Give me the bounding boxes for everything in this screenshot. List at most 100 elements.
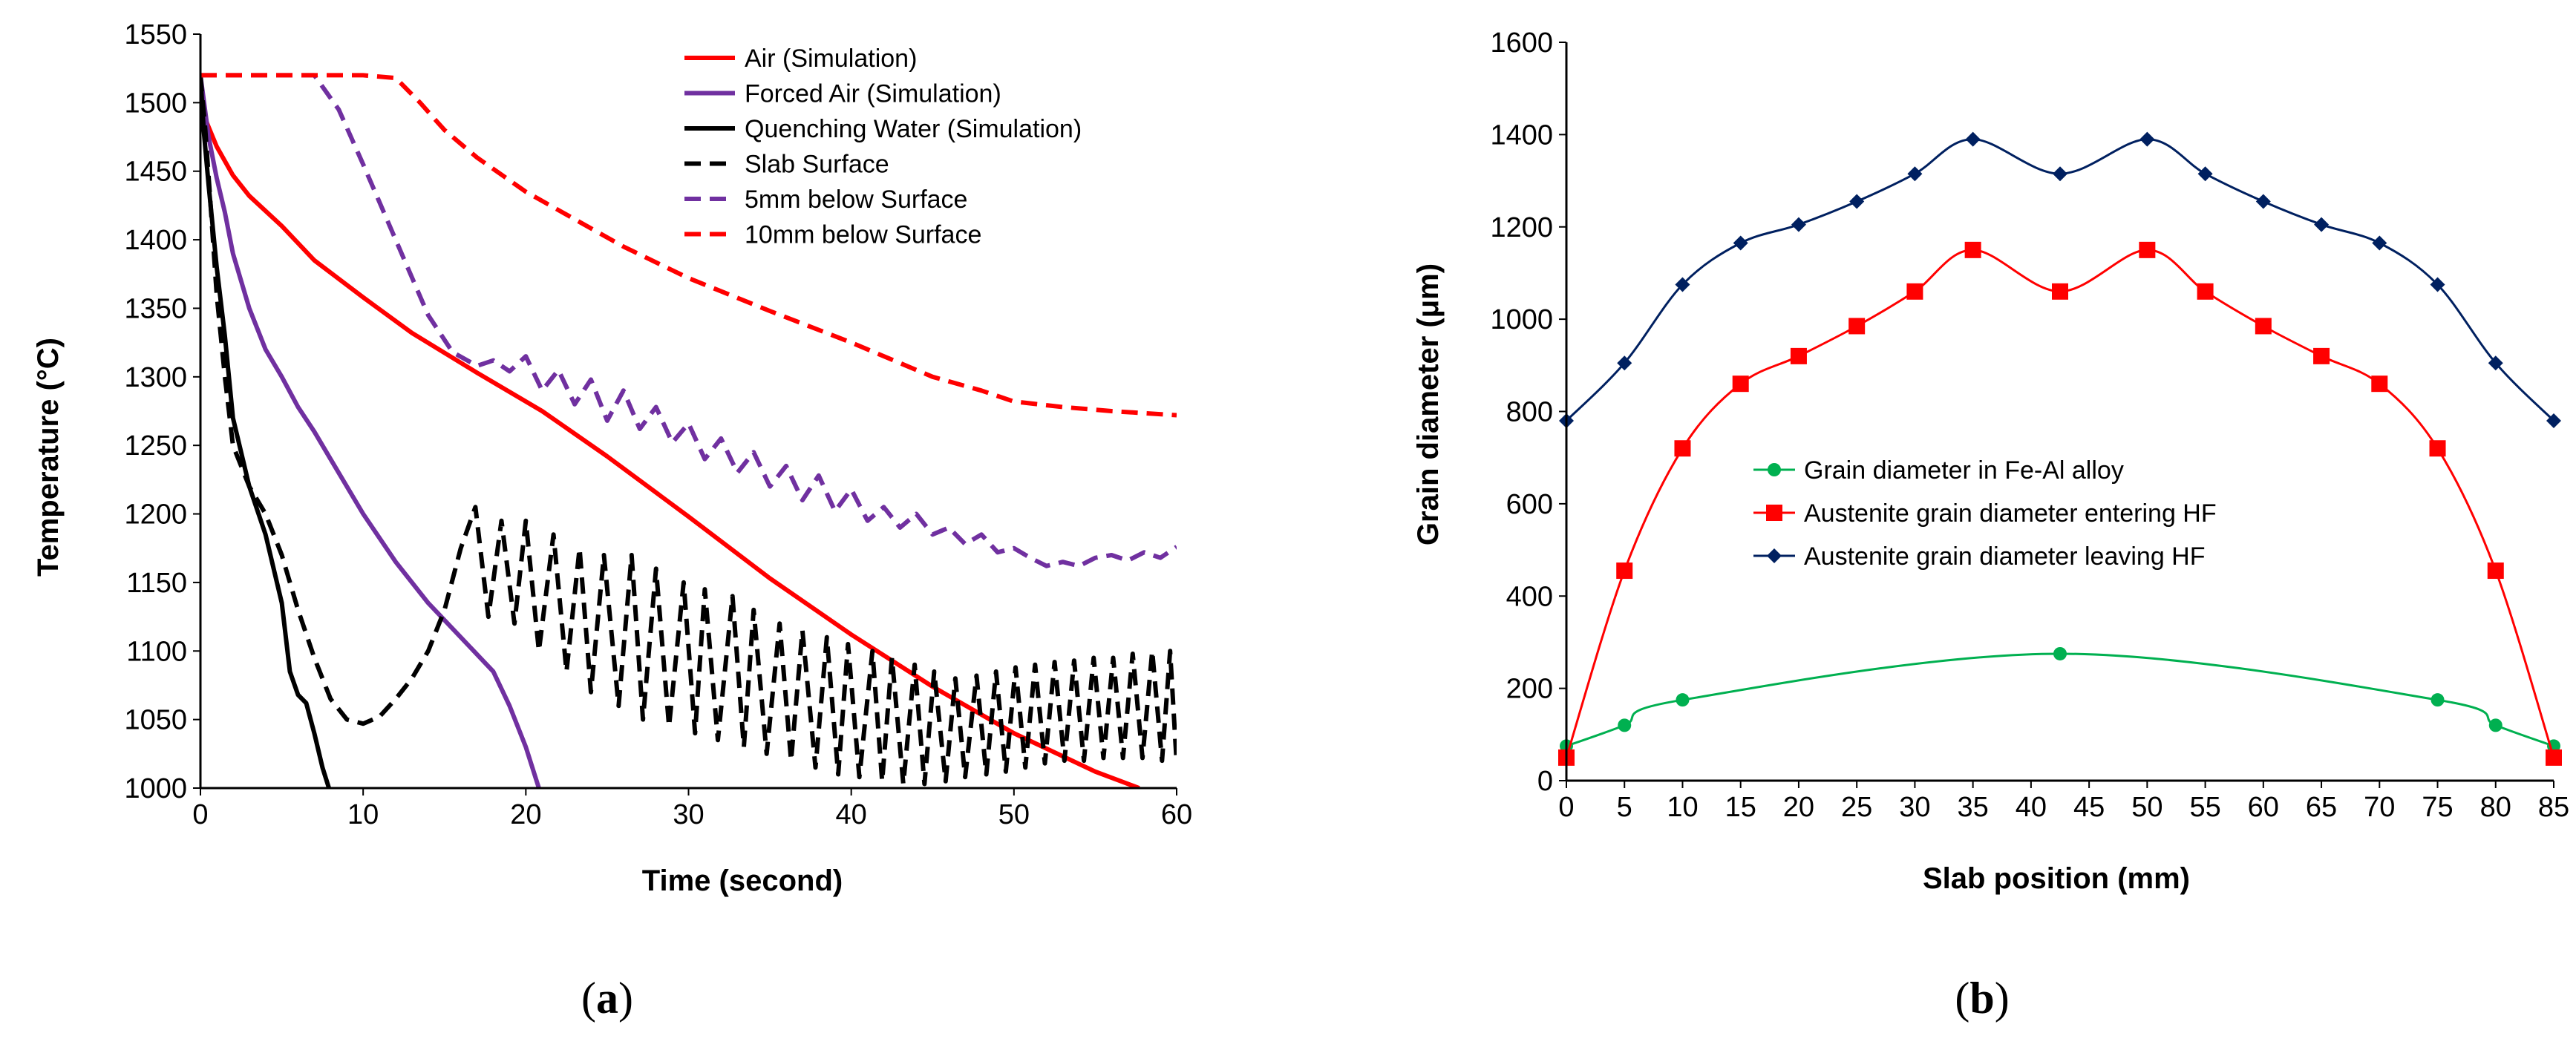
panel-b-y-tick-label-6: 1200 xyxy=(1490,212,1553,243)
panel-b-y-tick-label-0: 0 xyxy=(1537,766,1553,797)
panel-b-point-austenite-grain-diameter-entering-hf-1 xyxy=(1616,562,1633,580)
panel-b-point-austenite-grain-diameter-leaving-hf-12 xyxy=(2314,217,2330,232)
panel-b-point-austenite-grain-diameter-entering-hf-11 xyxy=(2255,318,2272,335)
panel-a-legend-item-forced-air-simulation: Forced Air (Simulation) xyxy=(684,80,1001,108)
panel-b-legend-label-austenite-grain-diameter-entering-hf: Austenite grain diameter entering HF xyxy=(1804,499,2217,528)
panel-b-point-austenite-grain-diameter-leaving-hf-5 xyxy=(1849,194,1865,209)
panel-b-legend: Grain diameter in Fe-Al alloy Austenite g… xyxy=(1753,456,2217,571)
panel-a-y-tick-label-7: 1350 xyxy=(124,293,187,324)
panel-a-y-tick-label-0: 1000 xyxy=(124,773,187,804)
panel-b-x-tick-label-15: 75 xyxy=(2422,792,2453,823)
panel-b-point-austenite-grain-diameter-leaving-hf-10 xyxy=(2197,166,2213,182)
panel-a-y-tick-label-5: 1250 xyxy=(124,430,187,462)
panel-b-point-austenite-grain-diameter-entering-hf-9 xyxy=(2139,241,2156,258)
panel-b-point-austenite-grain-diameter-leaving-hf-13 xyxy=(2372,235,2387,251)
panel-b-point-austenite-grain-diameter-leaving-hf-3 xyxy=(1733,235,1748,251)
panel-a-series-10mm-below-surface xyxy=(200,73,1177,418)
panel-a-y-axis-title: Temperature (°C) xyxy=(32,338,65,577)
panel-b-x-tick-label-8: 40 xyxy=(2016,792,2047,823)
panel-b-y-tick-label-7: 1400 xyxy=(1490,119,1553,151)
panel-b-point-austenite-grain-diameter-entering-hf-5 xyxy=(1848,318,1866,335)
panel-b-point-grain-diameter-in-fe-al-alloy-5 xyxy=(2488,718,2503,732)
panel-b-point-austenite-grain-diameter-leaving-hf-14 xyxy=(2430,277,2445,292)
panel-b-y-tick-label-5: 1000 xyxy=(1490,304,1553,335)
panel-b-x-tick-label-4: 20 xyxy=(1783,792,1814,823)
panel-b-legend-item-grain-diameter-in-fe-al-alloy: Grain diameter in Fe-Al alloy xyxy=(1753,456,2124,485)
panel-a-legend-label-5mm-below-surface: 5mm below Surface xyxy=(745,186,967,214)
panel-a-temperature-chart: 1000105011001150120012501300135014001450… xyxy=(32,19,1192,1023)
panel-b-point-austenite-grain-diameter-entering-hf-12 xyxy=(2313,347,2330,364)
panel-b-point-austenite-grain-diameter-leaving-hf-2 xyxy=(1675,277,1690,292)
panel-b-legend-item-austenite-grain-diameter-entering-hf: Austenite grain diameter entering HF xyxy=(1753,499,2217,528)
panel-a-ticks: 1000105011001150120012501300135014001450… xyxy=(124,19,1192,830)
panel-b-point-austenite-grain-diameter-leaving-hf-16 xyxy=(2546,413,2561,428)
panel-b-point-austenite-grain-diameter-entering-hf-7 xyxy=(1964,241,1981,258)
panel-a-legend: Air (Simulation) Forced Air (Simulation) Q… xyxy=(684,45,1082,249)
panel-b-legend-marker-grain-diameter-in-fe-al-alloy xyxy=(1768,463,1781,476)
panel-b-y-tick-label-8: 1600 xyxy=(1490,27,1553,59)
panel-b-x-tick-label-10: 50 xyxy=(2131,792,2163,823)
panel-a-legend-item-5mm-below-surface: 5mm below Surface xyxy=(684,186,967,214)
panel-b-y-tick-label-3: 600 xyxy=(1506,489,1553,520)
panel-b-x-tick-label-17: 85 xyxy=(2538,792,2569,823)
panel-a-y-tick-label-9: 1450 xyxy=(124,157,187,188)
panel-b-point-austenite-grain-diameter-leaving-hf-1 xyxy=(1617,355,1632,371)
panel-b-x-tick-label-3: 15 xyxy=(1725,792,1756,823)
panel-b-x-axis-title: Slab position (mm) xyxy=(1923,862,2190,895)
panel-b-series-austenite-grain-diameter-leaving-hf xyxy=(1559,131,2561,428)
panel-b-point-grain-diameter-in-fe-al-alloy-3 xyxy=(2053,646,2067,660)
panel-a-y-tick-label-11: 1550 xyxy=(124,19,187,50)
panel-b-x-tick-label-9: 45 xyxy=(2073,792,2105,823)
panel-b-y-axis-title: Grain diameter (μm) xyxy=(1412,263,1445,545)
panel-b-point-austenite-grain-diameter-leaving-hf-11 xyxy=(2255,194,2271,209)
panel-a-y-tick-label-1: 1050 xyxy=(124,705,187,736)
panel-b-grain-diameter-chart: 0 200 400 600 800 1000 1200 1400 1600 0 5 10 15 20 25 3… xyxy=(1412,27,2569,1023)
panel-b-point-austenite-grain-diameter-entering-hf-13 xyxy=(2371,375,2388,393)
panel-a-legend-item-slab-surface: Slab Surface xyxy=(684,151,889,179)
panel-b-point-austenite-grain-diameter-leaving-hf-9 xyxy=(2139,131,2155,147)
panel-b-x-tick-label-6: 30 xyxy=(1899,792,1930,823)
panel-a-series-forced-air-simulation xyxy=(200,75,541,788)
panel-b-x-tick-label-0: 0 xyxy=(1558,792,1574,823)
panel-b-point-austenite-grain-diameter-entering-hf-3 xyxy=(1732,375,1749,393)
panel-a-x-tick-label-3: 30 xyxy=(673,799,704,830)
panel-b-point-austenite-grain-diameter-entering-hf-2 xyxy=(1674,440,1691,457)
panel-a-legend-label-slab-surface: Slab Surface xyxy=(745,151,889,179)
panel-b-point-austenite-grain-diameter-entering-hf-6 xyxy=(1906,283,1923,300)
panel-a-line-10mm-below-surface xyxy=(200,73,1177,418)
panel-b-point-austenite-grain-diameter-leaving-hf-4 xyxy=(1791,217,1806,232)
panel-b-legend-marker-austenite-grain-diameter-entering-hf xyxy=(1766,505,1782,521)
panel-b-ticks: 0 200 400 600 800 1000 1200 1400 1600 0 5 10 15 20 25 3… xyxy=(1490,27,2569,823)
panel-a-label: (a) xyxy=(581,974,633,1023)
panel-b-x-tick-label-2: 10 xyxy=(1667,792,1698,823)
panel-a-x-tick-label-6: 60 xyxy=(1161,799,1192,830)
panel-a-label-letter: a xyxy=(596,974,618,1023)
panel-b-point-austenite-grain-diameter-entering-hf-8 xyxy=(2052,283,2068,300)
panel-b-point-austenite-grain-diameter-entering-hf-14 xyxy=(2429,440,2446,457)
panel-b-point-austenite-grain-diameter-leaving-hf-7 xyxy=(1965,131,1981,147)
panel-a-x-axis-title: Time (second) xyxy=(642,865,843,897)
panel-a-y-tick-label-4: 1200 xyxy=(124,499,187,531)
panel-a-x-tick-label-0: 0 xyxy=(192,799,208,830)
panel-a-series-layer xyxy=(200,73,1177,788)
panel-b-point-austenite-grain-diameter-leaving-hf-8 xyxy=(2053,166,2067,182)
panel-a-legend-item-air-simulation: Air (Simulation) xyxy=(684,45,917,73)
panel-b-point-austenite-grain-diameter-entering-hf-4 xyxy=(1790,347,1807,364)
panel-a-y-tick-label-3: 1150 xyxy=(126,568,187,599)
panel-b-y-tick-label-2: 400 xyxy=(1506,581,1553,612)
panel-b-point-grain-diameter-in-fe-al-alloy-1 xyxy=(1618,718,1632,732)
panel-a-legend-label-air-simulation: Air (Simulation) xyxy=(745,45,917,73)
panel-a-y-tick-label-10: 1500 xyxy=(124,88,187,119)
panel-a-line-forced-air-simulation xyxy=(200,75,541,788)
panel-b-point-austenite-grain-diameter-leaving-hf-6 xyxy=(1907,166,1923,182)
panel-a-x-tick-label-4: 40 xyxy=(836,799,867,830)
panel-b-legend-label-austenite-grain-diameter-leaving-hf: Austenite grain diameter leaving HF xyxy=(1804,542,2206,571)
panel-a-y-tick-label-8: 1400 xyxy=(124,225,187,256)
panel-b-series-layer xyxy=(1558,131,2562,766)
panel-b-y-tick-label-4: 800 xyxy=(1506,397,1553,428)
panel-b-point-grain-diameter-in-fe-al-alloy-2 xyxy=(1676,693,1690,707)
panel-a-line-5mm-below-surface xyxy=(200,73,1177,568)
panel-b-x-tick-label-14: 70 xyxy=(2364,792,2395,823)
